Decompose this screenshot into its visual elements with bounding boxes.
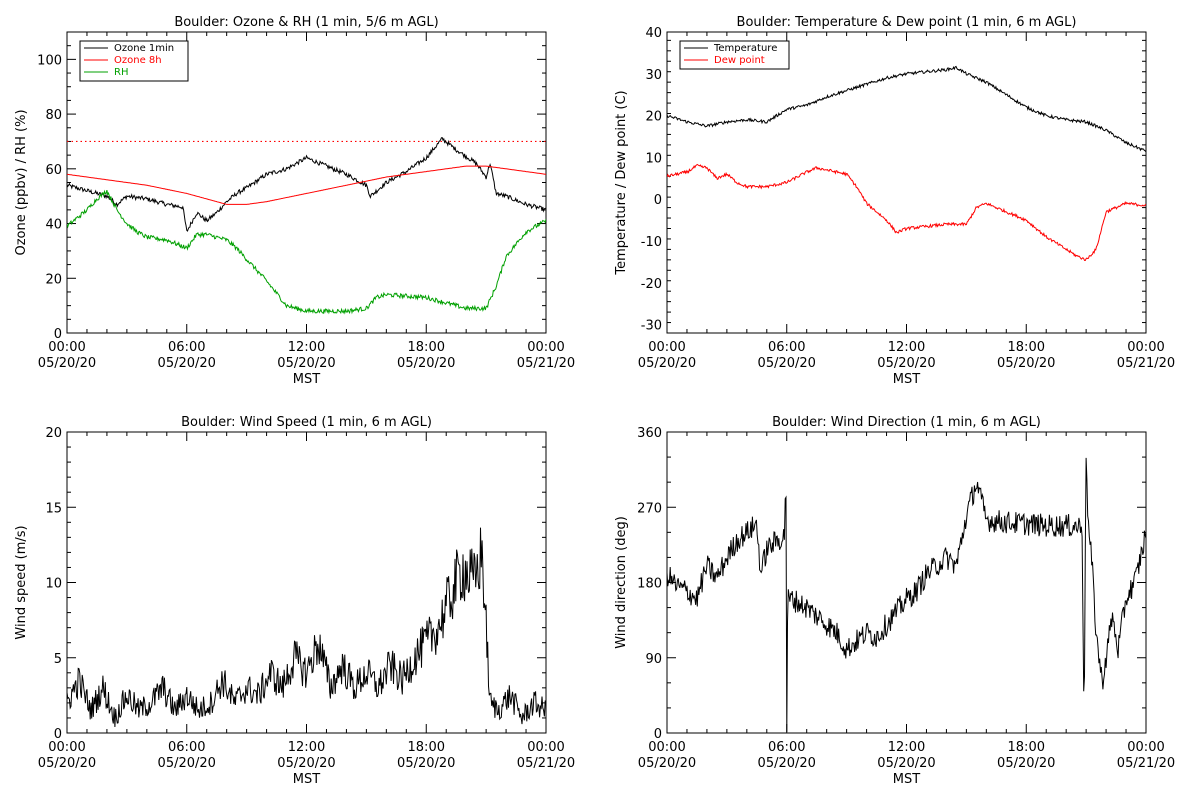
y-tick-label: 20 — [645, 110, 662, 125]
series-line-rh — [67, 189, 546, 315]
series-line-data — [67, 527, 546, 728]
y-tick-label: 0 — [654, 727, 662, 742]
y-tick-label: -30 — [641, 319, 662, 334]
x-tick-date-label: 05/20/20 — [38, 356, 96, 371]
y-tick-label: 40 — [45, 218, 62, 233]
y-axis-label: Wind direction (deg) — [614, 516, 629, 649]
chart-temp-dew: Boulder: Temperature & Dew point (1 min,… — [614, 15, 1175, 387]
y-tick-label: 270 — [637, 501, 662, 516]
y-axis-label: Temperature / Dew point (C) — [614, 90, 629, 275]
x-axis-label: MST — [893, 372, 920, 387]
x-tick-label: 00:00 — [527, 740, 564, 755]
x-tick-label: 00:00 — [48, 740, 85, 755]
y-tick-label: 100 — [37, 53, 62, 68]
y-axis-label: Ozone (ppbv) / RH (%) — [14, 109, 29, 255]
y-tick-label: 90 — [645, 652, 662, 667]
x-tick-date-label: 05/20/20 — [158, 756, 216, 771]
x-tick-date-label: 05/20/20 — [877, 756, 935, 771]
x-tick-label: 18:00 — [1008, 740, 1045, 755]
x-tick-date-label: 05/20/20 — [638, 756, 696, 771]
x-tick-date-label: 05/21/20 — [517, 356, 575, 371]
x-tick-label: 00:00 — [48, 340, 85, 355]
x-tick-date-label: 05/20/20 — [997, 756, 1055, 771]
chart-title: Boulder: Wind Direction (1 min, 6 m AGL) — [772, 415, 1041, 430]
chart-title: Boulder: Wind Speed (1 min, 6 m AGL) — [181, 415, 432, 430]
y-tick-label: 20 — [45, 426, 62, 441]
x-axis-label: MST — [293, 372, 320, 387]
plot-frame — [66, 431, 547, 734]
x-tick-date-label: 05/20/20 — [158, 356, 216, 371]
x-tick-label: 18:00 — [1008, 340, 1045, 355]
legend-entry: Temperature — [713, 43, 777, 54]
x-tick-label: 00:00 — [1127, 340, 1164, 355]
x-tick-date-label: 05/20/20 — [877, 356, 935, 371]
chart-wind-speed: Boulder: Wind Speed (1 min, 6 m AGL) 0 5 10… — [14, 415, 575, 787]
x-tick-label: 12:00 — [888, 340, 925, 355]
series-line-data — [667, 457, 1146, 732]
y-tick-label: -10 — [641, 235, 662, 250]
legend-entry: Ozone 1min — [114, 43, 174, 54]
y-tick-label: 15 — [45, 501, 62, 516]
chart-ozone-rh: Boulder: Ozone & RH (1 min, 5/6 m AGL) 0 2… — [14, 15, 575, 387]
x-tick-date-label: 05/20/20 — [758, 356, 816, 371]
y-tick-label: 5 — [54, 652, 62, 667]
y-tick-label: 40 — [645, 26, 662, 41]
series-line-ozone-8h — [67, 165, 546, 205]
x-tick-date-label: 05/21/20 — [1117, 356, 1175, 371]
y-tick-label: 0 — [654, 193, 662, 208]
legend-entry: Ozone 8h — [114, 55, 162, 66]
x-tick-date-label: 05/20/20 — [638, 356, 696, 371]
x-tick-date-label: 05/21/20 — [517, 756, 575, 771]
y-tick-label: 60 — [45, 163, 62, 178]
x-tick-date-label: 05/20/20 — [277, 356, 335, 371]
plot-frame — [666, 431, 1147, 734]
x-tick-label: 00:00 — [648, 340, 685, 355]
x-tick-date-label: 05/20/20 — [397, 756, 455, 771]
x-tick-date-label: 05/21/20 — [1117, 756, 1175, 771]
x-axis-label: MST — [293, 772, 320, 787]
x-tick-date-label: 05/20/20 — [38, 756, 96, 771]
y-tick-label: 0 — [54, 727, 62, 742]
chart-title: Boulder: Temperature & Dew point (1 min,… — [737, 15, 1077, 30]
x-tick-label: 06:00 — [768, 740, 805, 755]
y-tick-label: 20 — [45, 272, 62, 287]
y-axis-label: Wind speed (m/s) — [14, 525, 29, 639]
x-tick-date-label: 05/20/20 — [997, 356, 1055, 371]
chart-title: Boulder: Ozone & RH (1 min, 5/6 m AGL) — [174, 15, 438, 30]
y-tick-label: 0 — [54, 327, 62, 342]
x-tick-label: 18:00 — [408, 340, 445, 355]
x-tick-label: 12:00 — [288, 740, 325, 755]
x-tick-label: 06:00 — [768, 340, 805, 355]
x-axis-label: MST — [893, 772, 920, 787]
y-tick-label: 10 — [645, 151, 662, 166]
x-tick-label: 18:00 — [408, 740, 445, 755]
x-tick-label: 06:00 — [168, 740, 205, 755]
x-tick-date-label: 05/20/20 — [397, 356, 455, 371]
series-line-dew-point — [667, 163, 1146, 262]
y-tick-label: 30 — [645, 68, 662, 83]
y-tick-label: 10 — [45, 577, 62, 592]
chart-wind-direction: Boulder: Wind Direction (1 min, 6 m AGL)… — [614, 415, 1175, 787]
y-tick-label: -20 — [641, 277, 662, 292]
legend-entry: RH — [114, 67, 128, 78]
x-tick-date-label: 05/20/20 — [277, 756, 335, 771]
x-tick-label: 00:00 — [1127, 740, 1164, 755]
series-line-ozone-1min — [67, 137, 546, 232]
x-tick-date-label: 05/20/20 — [758, 756, 816, 771]
x-tick-label: 06:00 — [168, 340, 205, 355]
series-line-temperature — [667, 65, 1146, 153]
y-tick-label: 360 — [637, 426, 662, 441]
y-tick-label: 80 — [45, 108, 62, 123]
x-tick-label: 00:00 — [527, 340, 564, 355]
legend-box — [679, 40, 790, 70]
legend-entry: Dew point — [714, 55, 765, 66]
x-tick-label: 00:00 — [648, 740, 685, 755]
x-tick-label: 12:00 — [888, 740, 925, 755]
x-tick-label: 12:00 — [288, 340, 325, 355]
y-tick-label: 180 — [637, 577, 662, 592]
